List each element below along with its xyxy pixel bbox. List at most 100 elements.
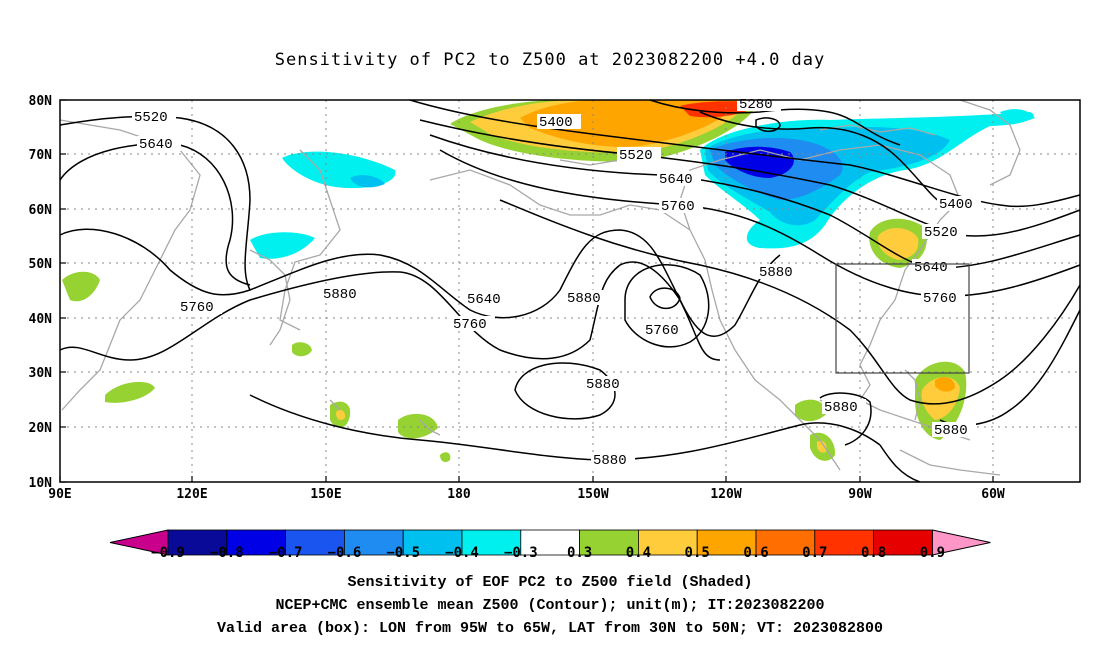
z500-contours [59, 99, 1081, 483]
colorbar-swatch [402, 529, 463, 556]
contour-label: 5760 [661, 199, 695, 215]
colorbar-swatch [579, 529, 639, 556]
colorbar-high-extend [931, 529, 991, 556]
lon-labels: 90E 120E 150E 180 150W 120W 90W 60W [48, 487, 1005, 502]
colorbar-swatch [461, 529, 522, 556]
colorbar-label: −0.5 [386, 545, 420, 561]
colorbar-label: 0.3 [567, 545, 592, 561]
lon-label: 150E [310, 487, 341, 502]
coastlines [59, 99, 1021, 476]
colorbar-label: 0.8 [861, 545, 886, 561]
contour-5760-low [624, 264, 710, 348]
coast-islands1 [419, 419, 441, 436]
contour-5760-na [439, 149, 1081, 297]
contour-label: 5880 [586, 377, 620, 393]
lat-label: 80N [29, 94, 53, 109]
lon-label: 120W [710, 487, 741, 502]
coast-islands2 [329, 399, 341, 411]
contour-label: 5880 [759, 265, 793, 281]
map-frame [59, 99, 1081, 483]
map-title: Sensitivity of PC2 to Z500 at 2023082200… [274, 50, 826, 70]
shade-green-mexico [795, 399, 828, 422]
lon-label: 60W [981, 487, 1005, 502]
contour-label: 5880 [824, 400, 858, 416]
contour-label: 5640 [914, 260, 948, 276]
contour-5400-inner [699, 111, 941, 203]
contour-label: 5760 [923, 291, 957, 307]
shade-cyan-japan [250, 232, 315, 259]
shade-green-pac4 [440, 452, 451, 463]
contour-south-edge [879, 444, 921, 483]
contour-labels: 5520 5640 5400 5520 5640 5760 5280 5400 … [132, 96, 981, 469]
contour-label: 5880 [567, 291, 601, 307]
caption-line-1: Sensitivity of EOF PC2 to Z500 field (Sh… [347, 574, 753, 591]
contour-5280 [649, 99, 901, 146]
colorbar-label: −0.7 [269, 545, 303, 561]
contour-5880-sub [514, 362, 616, 420]
shade-green-pac3 [398, 413, 438, 439]
contour-label: 5520 [924, 225, 958, 241]
shade-lightblue-pacific [350, 175, 385, 188]
contour-5520-west [59, 115, 251, 291]
lon-label: 150W [577, 487, 608, 502]
shade-orange-arctic [520, 100, 740, 147]
lat-label: 10N [29, 476, 53, 491]
contour-label: 5760 [645, 323, 679, 339]
lon-label: 180 [447, 487, 471, 502]
contour-5400-arctic [409, 99, 1081, 208]
shade-orange-atlantic [935, 377, 955, 392]
colorbar-swatch [638, 529, 698, 556]
lon-label: 120E [176, 487, 207, 502]
caption-line-2: NCEP+CMC ensemble mean Z500 (Contour); u… [275, 597, 825, 614]
coast-namerica-west [689, 229, 841, 471]
contour-5880-mex [819, 392, 872, 446]
colorbar-label: −0.4 [445, 545, 479, 561]
colorbar-label: −0.6 [328, 545, 362, 561]
contour-5880-west [59, 254, 781, 361]
contour-label: 5520 [134, 110, 168, 126]
contour-label: 5880 [323, 287, 357, 303]
colorbar-swatch [226, 529, 287, 556]
contour-label: 5760 [180, 300, 214, 316]
coast-greenland [959, 99, 1021, 186]
contour-label: 5400 [539, 115, 573, 131]
coast-alaska [429, 169, 691, 231]
colorbar-swatch [755, 529, 816, 556]
lon-label: 90W [848, 487, 872, 502]
colorbar [109, 529, 991, 556]
lat-label: 50N [29, 257, 53, 272]
shade-green-asia [62, 271, 100, 302]
lat-label: 70N [29, 148, 53, 163]
coast-asia [59, 119, 201, 411]
colorbar-label: 0.5 [685, 545, 710, 561]
shade-green-scs [105, 381, 155, 403]
colorbar-swatch [343, 529, 404, 556]
shade-yellow-gulf [816, 440, 827, 453]
colorbar-label: 0.7 [802, 545, 827, 561]
contour-label: 5760 [453, 317, 487, 333]
colorbar-swatch [873, 529, 933, 556]
lat-labels: 80N 70N 60N 50N 40N 30N 20N 10N [29, 94, 53, 491]
shade-green-pac1 [292, 342, 312, 357]
colorbar-label: 0.4 [626, 545, 651, 561]
contour-label: 5640 [139, 137, 173, 153]
lat-label: 20N [29, 421, 53, 436]
contour-label: 5880 [934, 423, 968, 439]
colorbar-swatch [696, 529, 757, 556]
caption-line-3: Valid area (box): LON from 95W to 65W, L… [216, 620, 884, 637]
colorbar-label: 0.6 [743, 545, 768, 561]
contour-5760-west [59, 228, 721, 361]
shade-yellow-pac2 [336, 410, 346, 420]
contour-label: 5880 [593, 453, 627, 469]
contour-label: 5640 [467, 292, 501, 308]
contour-label: 5280 [739, 97, 773, 113]
lat-label: 30N [29, 366, 53, 381]
contour-label: 5400 [939, 197, 973, 213]
colorbar-labels: −0.9 −0.8 −0.7 −0.6 −0.5 −0.4 −0.3 0.3 0.4 0.5 0.6… [151, 545, 945, 561]
contour-5880-na [499, 199, 1081, 405]
colorbar-label: 0.9 [920, 545, 945, 561]
coast-sa [899, 449, 1001, 476]
shade-yellow-ecanada [877, 227, 919, 260]
valid-area-box [835, 263, 970, 374]
